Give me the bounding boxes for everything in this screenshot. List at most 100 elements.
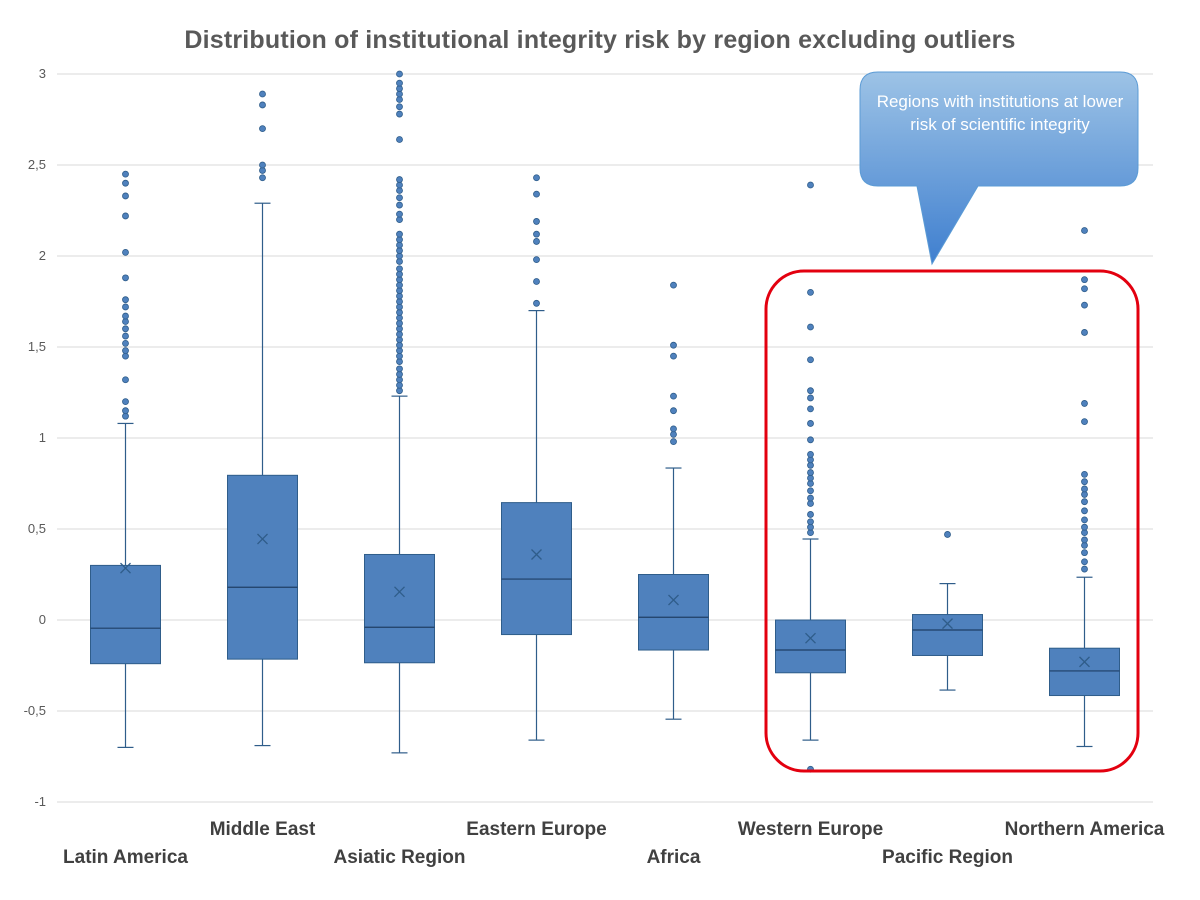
outlier-point	[396, 176, 403, 183]
box-group	[364, 70, 435, 754]
y-axis-tick-labels: 3 2,5 2 1,5 1 0,5 0 -0,5 -1	[24, 66, 46, 809]
outlier-point	[122, 332, 129, 340]
outlier-point	[533, 299, 540, 307]
mean-marker	[1079, 656, 1090, 668]
outlier-point	[670, 281, 677, 289]
outlier-point	[122, 170, 129, 178]
outlier-point	[122, 179, 129, 187]
outlier-point	[122, 325, 129, 333]
y-tick-label: 0,5	[28, 521, 46, 536]
y-tick-label: 2,5	[28, 157, 46, 172]
outlier-point	[396, 110, 403, 118]
y-tick-label: 1	[39, 430, 46, 445]
outlier-point	[259, 174, 266, 182]
outlier-point	[1081, 301, 1088, 309]
outlier-point	[396, 210, 403, 218]
outlier-point	[533, 278, 540, 285]
outlier-point	[396, 194, 403, 202]
y-tick-label: 0	[39, 612, 46, 627]
highlight-rectangle	[764, 269, 1140, 773]
outlier-point	[1081, 549, 1088, 557]
outlier-point	[807, 323, 814, 331]
x-category-label: Latin America	[63, 847, 188, 868]
outlier-point	[1081, 418, 1088, 426]
y-tick-label: 3	[39, 66, 46, 81]
outlier-point	[122, 339, 129, 347]
outlier-point	[122, 274, 129, 282]
box-group	[638, 281, 709, 720]
outlier-point	[807, 436, 814, 444]
iqr-box	[501, 502, 572, 636]
outlier-point	[807, 387, 814, 395]
outlier-point	[122, 407, 129, 415]
outlier-point	[533, 238, 540, 245]
outlier-point	[807, 394, 814, 402]
y-tick-label: -1	[34, 794, 46, 809]
outlier-point	[807, 487, 814, 495]
outlier-point	[533, 256, 540, 264]
outlier-point	[1081, 478, 1088, 486]
outlier-point	[807, 420, 814, 427]
outlier-point	[396, 136, 403, 143]
iqr-box	[912, 614, 983, 656]
outlier-point	[533, 218, 540, 225]
outlier-point	[807, 469, 814, 476]
outlier-point	[259, 101, 266, 109]
outlier-point	[259, 90, 266, 98]
box-group	[501, 174, 572, 741]
y-tick-label: 1,5	[28, 339, 46, 354]
outlier-point	[670, 341, 677, 349]
outlier-point	[670, 438, 677, 446]
outlier-point	[259, 125, 266, 133]
iqr-box	[90, 564, 161, 665]
box-group	[227, 90, 298, 747]
box-series	[90, 70, 1120, 773]
outlier-point	[1081, 485, 1088, 493]
outlier-point	[1081, 565, 1088, 573]
outlier-point	[396, 265, 403, 273]
outlier-point	[533, 174, 540, 182]
iqr-box	[1049, 647, 1120, 697]
outlier-point	[396, 79, 403, 87]
outlier-point	[1081, 285, 1088, 293]
iqr-box	[227, 474, 298, 660]
outlier-point	[670, 392, 677, 400]
outlier-point	[807, 450, 814, 458]
outlier-point	[122, 376, 129, 384]
x-axis-category-labels: Latin America Middle East Asiatic RegionEa…	[63, 819, 1165, 868]
outlier-point	[533, 190, 540, 198]
outlier-point	[259, 161, 266, 169]
outlier-point	[1081, 516, 1088, 524]
box-group	[912, 531, 983, 691]
outlier-point	[807, 288, 814, 296]
iqr-box	[775, 619, 846, 674]
callout-text: Regions with institutions at lower risk …	[876, 92, 1124, 134]
mean-marker	[531, 549, 542, 560]
outlier-point	[122, 212, 129, 220]
box-group	[775, 181, 846, 773]
x-category-label: Eastern Europe	[466, 819, 606, 840]
outlier-point	[1081, 329, 1088, 336]
outlier-point	[1081, 276, 1088, 284]
outlier-point	[533, 230, 540, 238]
x-category-label: Western Europe	[738, 819, 883, 840]
x-category-label: Pacific Region	[882, 847, 1013, 868]
outlier-point	[670, 352, 677, 360]
y-tick-label: -0,5	[24, 703, 46, 718]
outlier-point	[1081, 498, 1088, 506]
outlier-point	[1081, 558, 1088, 566]
outlier-point	[122, 192, 129, 200]
outlier-point	[122, 296, 129, 304]
x-category-label: Middle East	[210, 819, 316, 840]
outlier-point	[1081, 470, 1088, 478]
outlier-point	[1081, 536, 1088, 544]
outlier-point	[122, 312, 129, 320]
callout-bubble	[859, 71, 1139, 266]
mean-marker	[257, 533, 268, 545]
outlier-point	[807, 181, 814, 189]
outlier-point	[670, 407, 677, 415]
outlier-point	[396, 230, 403, 238]
chart-title: Distribution of institutional integrity …	[184, 26, 1016, 54]
outlier-point	[396, 365, 403, 373]
box-group	[90, 170, 161, 749]
